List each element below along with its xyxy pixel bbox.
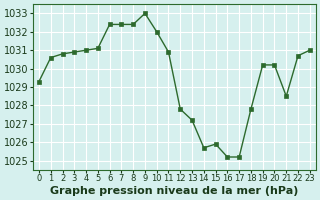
X-axis label: Graphe pression niveau de la mer (hPa): Graphe pression niveau de la mer (hPa) [50,186,299,196]
